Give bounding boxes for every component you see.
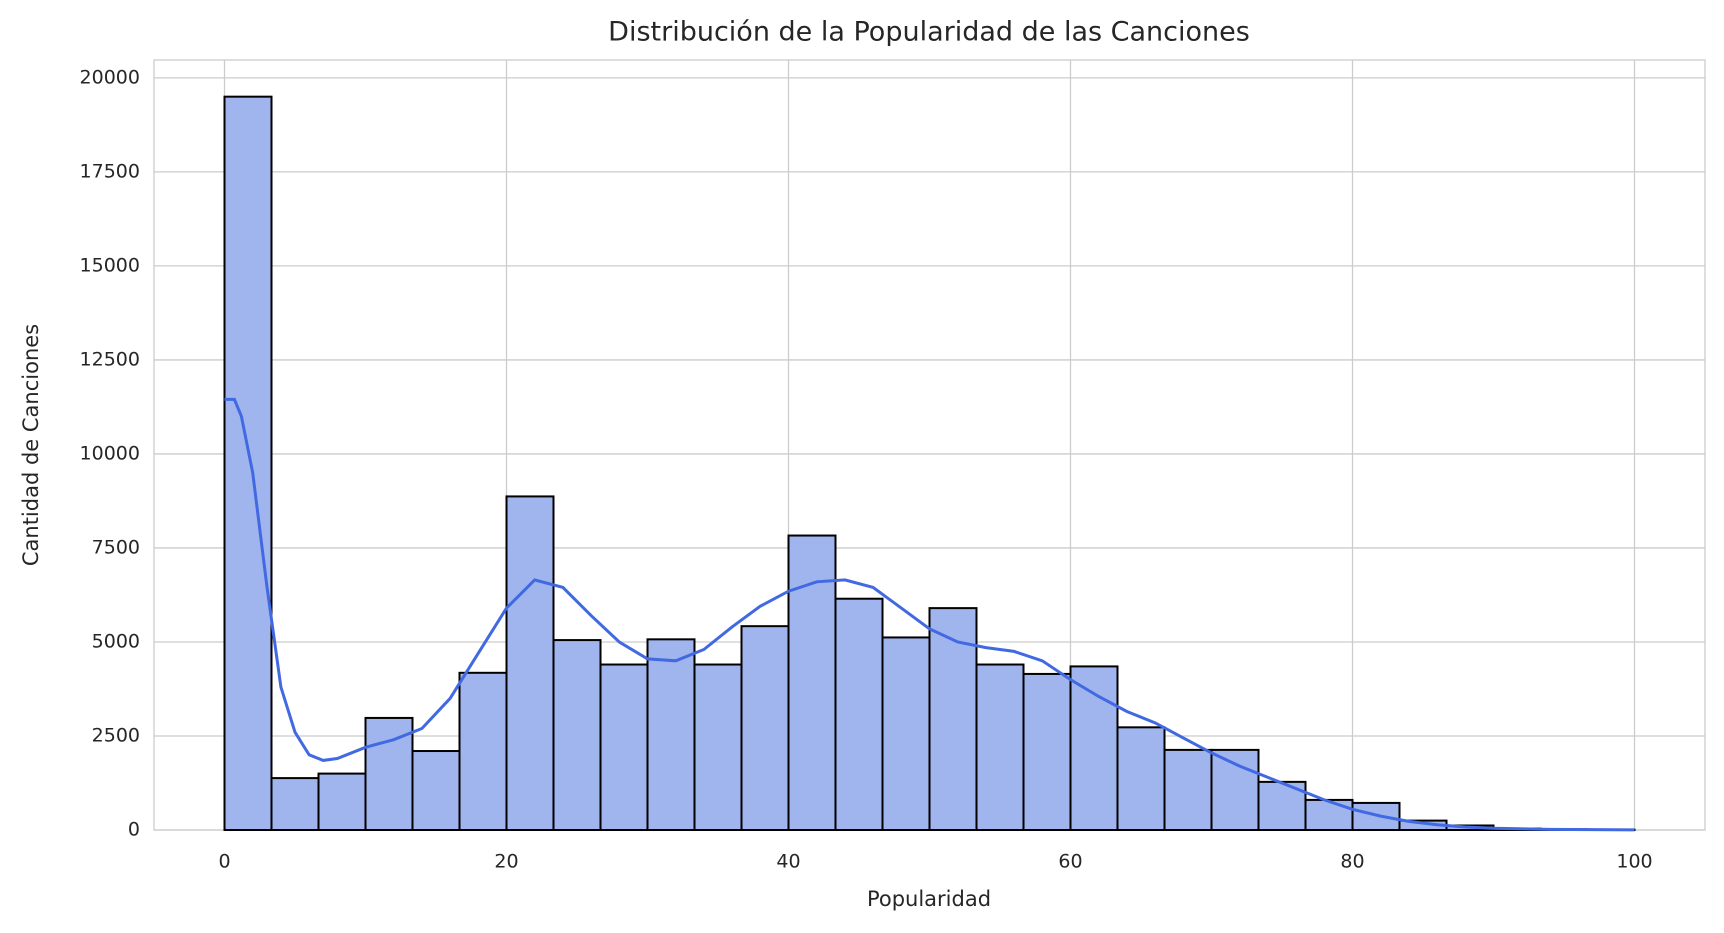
histogram-bar [411,750,461,831]
histogram-bar [1163,748,1213,832]
y-tick-label: 10000 [80,442,140,464]
histogram-bar [317,772,367,831]
histogram-bar [881,636,931,832]
x-tick-label: 20 [494,851,518,873]
y-tick-label: 7500 [92,536,140,558]
y-tick-label: 17500 [80,160,140,182]
x-axis-label: Popularidad [867,887,991,911]
kde-line [224,397,1635,832]
x-tick-label: 80 [1340,851,1364,873]
histogram-bar [693,663,743,831]
chart-title: Distribución de la Popularidad de las Ca… [608,17,1250,48]
x-tick-label: 60 [1058,851,1082,873]
x-tick-label: 0 [218,851,230,873]
y-tick-label: 5000 [92,630,140,652]
x-tick-label: 40 [776,851,800,873]
histogram-bar [646,638,696,831]
y-tick-label: 15000 [80,254,140,276]
histogram-bar [740,625,790,832]
histogram-bar [1069,665,1119,832]
y-axis-label: Cantidad de Canciones [19,324,43,566]
histogram-bar [505,495,555,831]
histogram-bar [458,671,508,831]
histogram-bar [1022,672,1072,832]
histogram-bar [1210,748,1260,832]
histogram-bar [599,663,649,831]
histogram-bar [975,663,1025,831]
histogram-bar [1304,798,1354,832]
histogram-bar [834,597,884,832]
histogram-bar [552,639,602,831]
histogram-bar [223,95,273,831]
y-tick-label: 20000 [80,66,140,88]
x-tick-label: 100 [1616,851,1652,873]
y-tick-label: 0 [128,819,140,841]
histogram-bar [270,777,320,831]
y-tick-label: 2500 [92,724,140,746]
y-tick-label: 12500 [80,348,140,370]
histogram-bar [1116,726,1166,831]
